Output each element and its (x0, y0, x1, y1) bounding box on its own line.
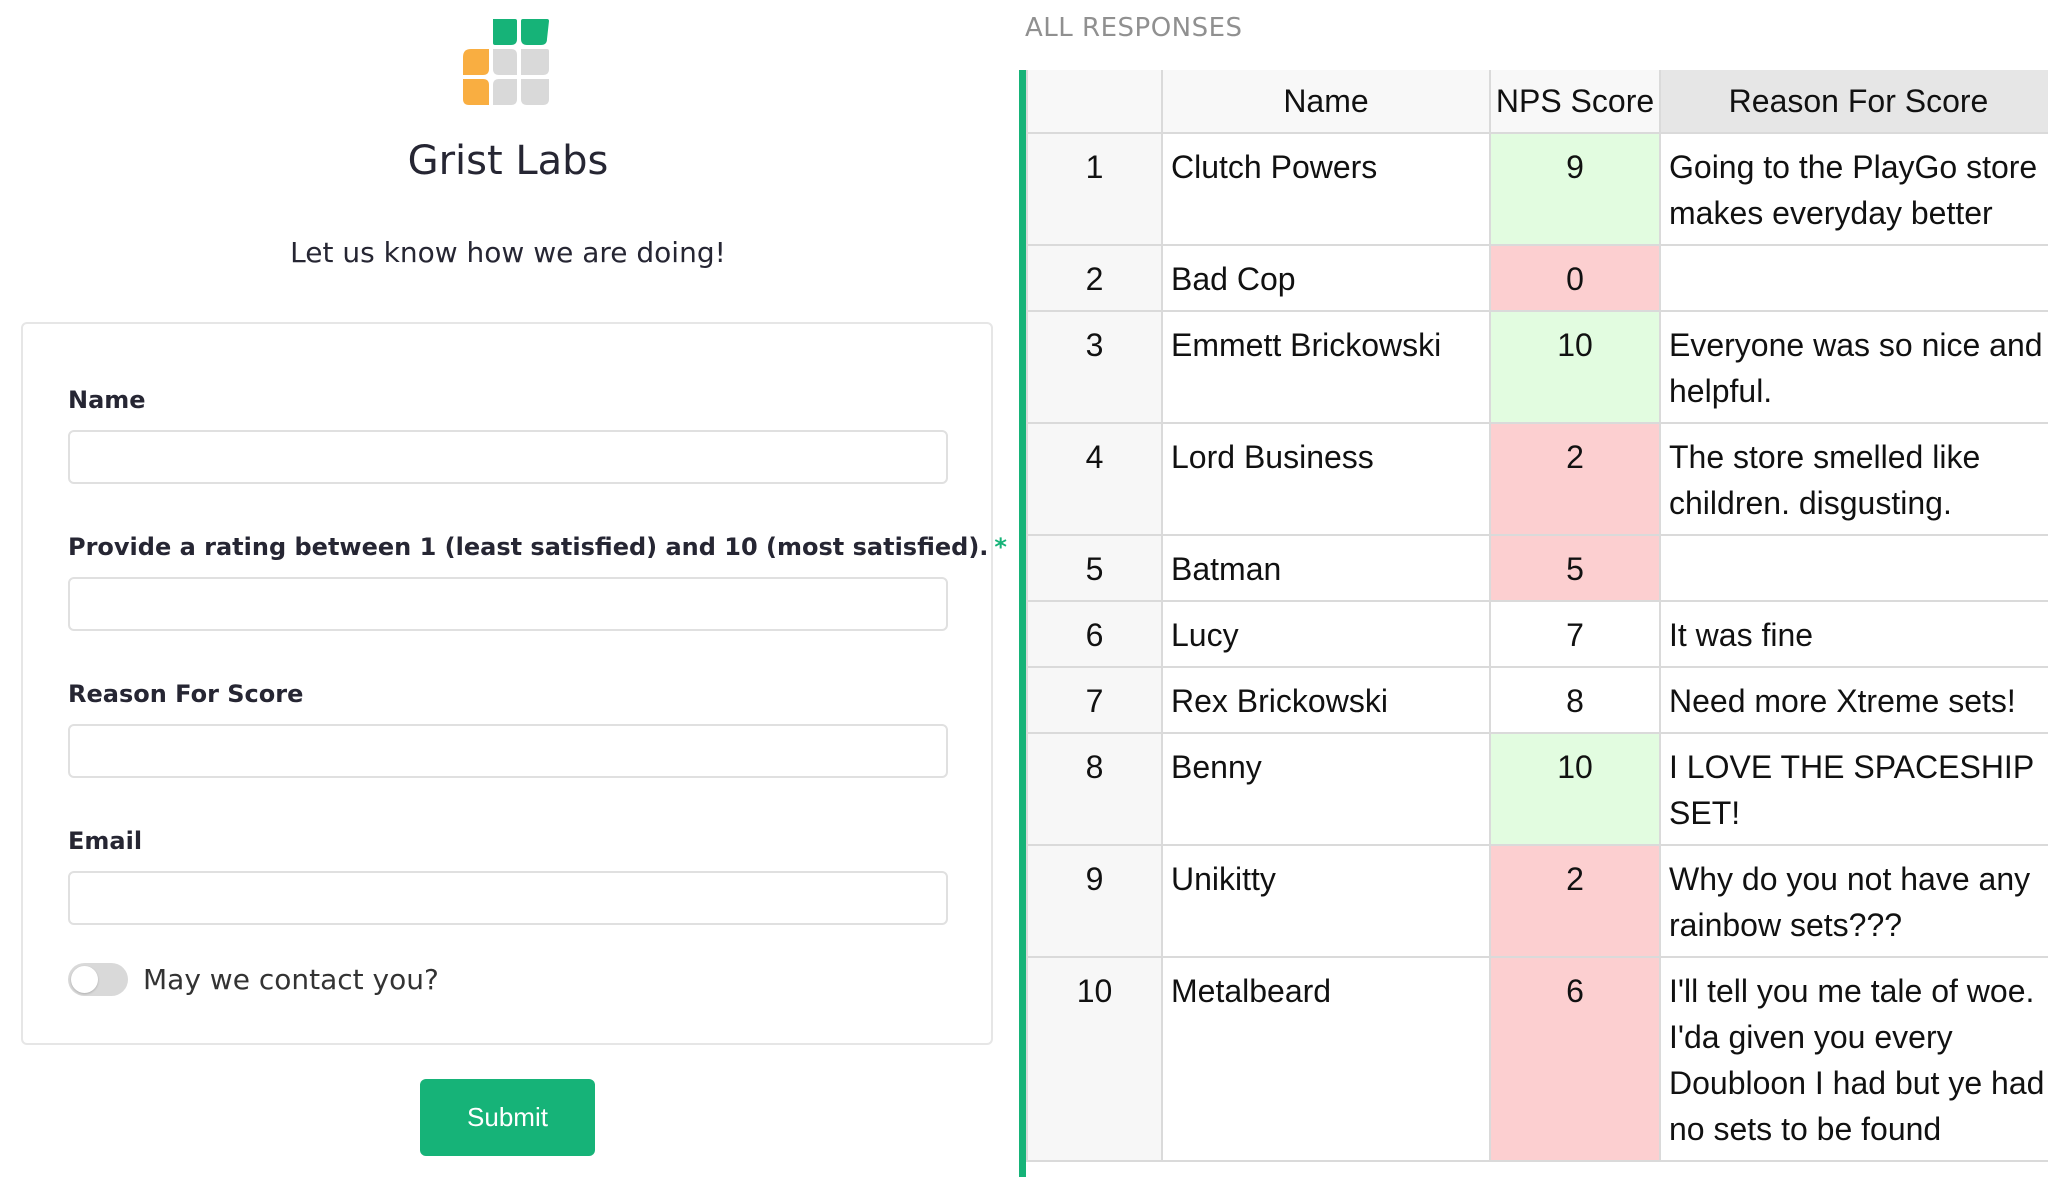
cell-reason[interactable]: Going to the PlayGo store makes everyday… (1659, 132, 2048, 246)
cell-nps-score[interactable]: 2 (1489, 422, 1661, 536)
responses-table-wrap: Name NPS Score Reason For Score 1 Clutch … (1019, 70, 2048, 1177)
table-row[interactable]: 10 Metalbeard 6 I'll tell you me tale of wo… (1026, 956, 2048, 1162)
form-pane: Grist Labs Let us know how we are doing!… (0, 0, 1010, 1177)
cell-reason[interactable]: The store smelled like children. disgust… (1659, 422, 2048, 536)
reason-input[interactable] (68, 724, 948, 778)
table-row[interactable]: 8 Benny 10 I LOVE THE SPACESHIP SET! (1026, 732, 2048, 846)
row-number[interactable]: 6 (1026, 600, 1163, 668)
cell-nps-score[interactable]: 5 (1489, 534, 1661, 602)
cell-nps-score[interactable]: 8 (1489, 666, 1661, 734)
cell-nps-score[interactable]: 2 (1489, 844, 1661, 958)
responses-table: Name NPS Score Reason For Score 1 Clutch … (1026, 70, 2048, 1162)
cell-nps-score[interactable]: 6 (1489, 956, 1661, 1162)
cell-reason[interactable]: I'll tell you me tale of woe. I'da given… (1659, 956, 2048, 1162)
table-row[interactable]: 9 Unikitty 2 Why do you not have any rainbo… (1026, 844, 2048, 958)
table-row[interactable]: 3 Emmett Brickowski 10 Everyone was so nice… (1026, 310, 2048, 424)
table-row[interactable]: 2 Bad Cop 0 (1026, 244, 2048, 312)
rating-label: Provide a rating between 1 (least satisf… (68, 533, 1007, 561)
cell-name[interactable]: Unikitty (1161, 844, 1491, 958)
grist-logo-icon (463, 19, 549, 105)
cell-reason[interactable]: It was fine (1659, 600, 2048, 668)
rating-label-text: Provide a rating between 1 (least satisf… (68, 533, 989, 561)
row-number[interactable]: 10 (1026, 956, 1163, 1162)
cell-name[interactable]: Batman (1161, 534, 1491, 602)
cell-name[interactable]: Emmett Brickowski (1161, 310, 1491, 424)
toggle-knob (71, 966, 98, 993)
name-label: Name (68, 386, 146, 414)
row-number[interactable]: 5 (1026, 534, 1163, 602)
table-row[interactable]: 5 Batman 5 (1026, 534, 2048, 602)
cell-name[interactable]: Clutch Powers (1161, 132, 1491, 246)
org-title: Grist Labs (407, 138, 609, 184)
table-row[interactable]: 7 Rex Brickowski 8 Need more Xtreme sets! (1026, 666, 2048, 734)
rating-input[interactable] (68, 577, 948, 631)
cell-name[interactable]: Metalbeard (1161, 956, 1491, 1162)
cell-name[interactable]: Benny (1161, 732, 1491, 846)
table-row[interactable]: 4 Lord Business 2 The store smelled like ch… (1026, 422, 2048, 536)
cell-nps-score[interactable]: 7 (1489, 600, 1661, 668)
cell-name[interactable]: Lord Business (1161, 422, 1491, 536)
table-header-row: Name NPS Score Reason For Score (1026, 70, 2048, 134)
form-card (21, 322, 993, 1045)
reason-label: Reason For Score (68, 680, 304, 708)
cell-reason[interactable]: I LOVE THE SPACESHIP SET! (1659, 732, 2048, 846)
cell-name[interactable]: Rex Brickowski (1161, 666, 1491, 734)
column-header-name[interactable]: Name (1161, 70, 1491, 134)
column-header-reason[interactable]: Reason For Score (1659, 70, 2048, 134)
cell-reason[interactable] (1659, 244, 2048, 312)
row-number[interactable]: 2 (1026, 244, 1163, 312)
cell-nps-score[interactable]: 0 (1489, 244, 1661, 312)
row-number[interactable]: 7 (1026, 666, 1163, 734)
cell-nps-score[interactable]: 10 (1489, 310, 1661, 424)
cell-name[interactable]: Bad Cop (1161, 244, 1491, 312)
row-number[interactable]: 1 (1026, 132, 1163, 246)
required-marker: * (994, 533, 1007, 561)
column-header-nps-score[interactable]: NPS Score (1489, 70, 1661, 134)
submit-button[interactable]: Submit (420, 1079, 595, 1156)
form-subtitle: Let us know how we are doing! (290, 236, 726, 269)
row-number[interactable]: 3 (1026, 310, 1163, 424)
row-number[interactable]: 4 (1026, 422, 1163, 536)
section-title: ALL RESPONSES (1025, 13, 1243, 43)
cell-nps-score[interactable]: 9 (1489, 132, 1661, 246)
email-input[interactable] (68, 871, 948, 925)
row-number[interactable]: 9 (1026, 844, 1163, 958)
row-number[interactable]: 8 (1026, 732, 1163, 846)
email-label: Email (68, 827, 143, 855)
row-number-header[interactable] (1026, 70, 1163, 134)
cell-reason[interactable]: Everyone was so nice and helpful. (1659, 310, 2048, 424)
cell-nps-score[interactable]: 10 (1489, 732, 1661, 846)
contact-toggle-label: May we contact you? (143, 963, 439, 996)
cell-reason[interactable] (1659, 534, 2048, 602)
name-input[interactable] (68, 430, 948, 484)
table-row[interactable]: 6 Lucy 7 It was fine (1026, 600, 2048, 668)
table-row[interactable]: 1 Clutch Powers 9 Going to the PlayGo store… (1026, 132, 2048, 246)
contact-toggle[interactable] (68, 963, 128, 996)
cell-reason[interactable]: Why do you not have any rainbow sets??? (1659, 844, 2048, 958)
cell-reason[interactable]: Need more Xtreme sets! (1659, 666, 2048, 734)
cell-name[interactable]: Lucy (1161, 600, 1491, 668)
